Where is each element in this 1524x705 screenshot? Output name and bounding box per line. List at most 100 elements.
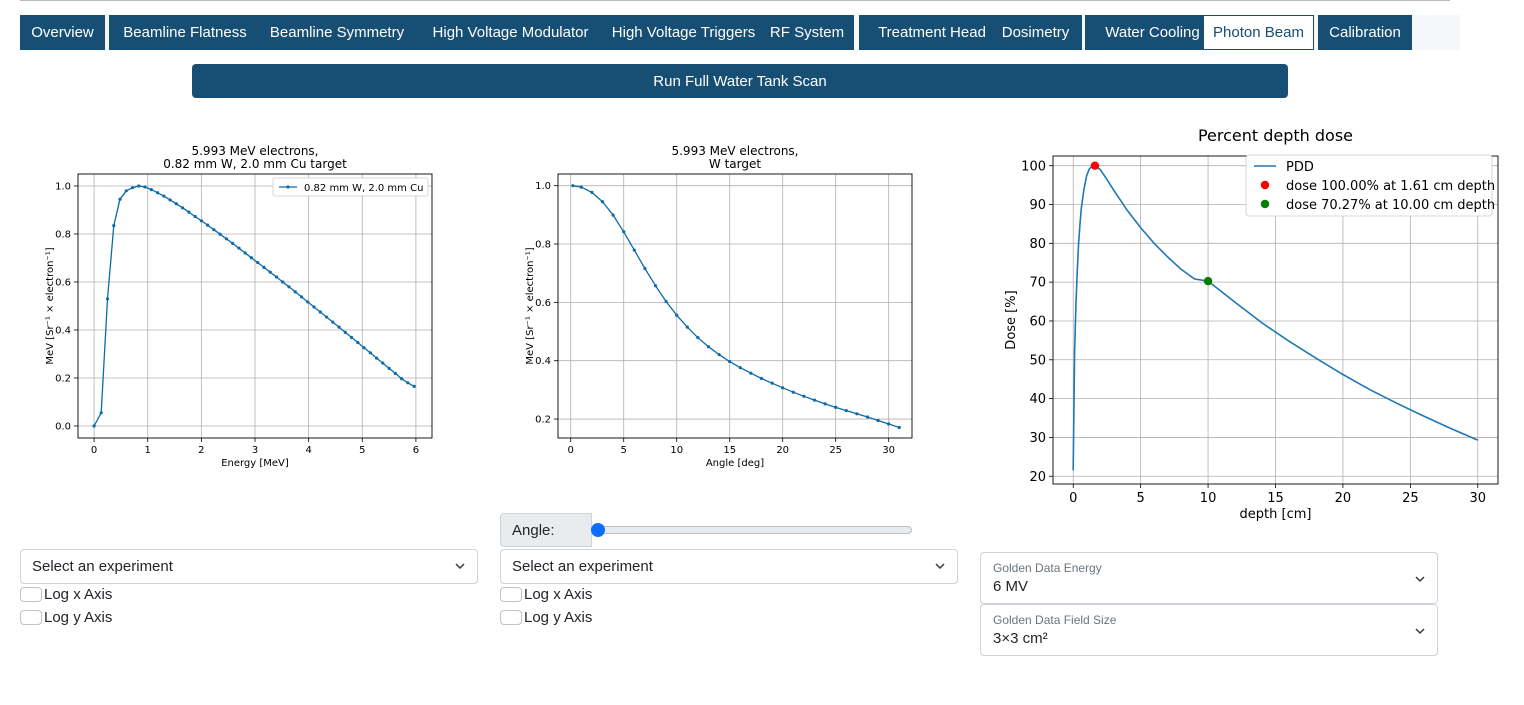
log-x-checkbox-middle[interactable] [500,587,522,602]
data-point [124,189,128,193]
data-point [759,376,764,381]
y-tick-label: 1.0 [55,182,71,193]
data-point [622,230,626,234]
data-point [802,394,806,398]
tab-bar: Overview Beamline Flatness Beamline Symm… [20,15,1460,50]
tab-photon-beam[interactable]: Photon Beam [1203,15,1314,50]
y-tick-label: 1.0 [535,181,551,192]
data-point [224,237,229,241]
golden-data-field-size-label: Golden Data Field Size [993,613,1117,627]
y-tick-label: 70 [1029,276,1046,291]
tab-high-voltage-modulator[interactable]: High Voltage Modulator [414,15,607,50]
data-point [92,424,96,428]
y-tick-label: 0.6 [55,278,71,289]
experiment-select-left[interactable]: Select an experiment [20,549,478,584]
log-x-label-left: Log x Axis [44,586,113,603]
y-axis-label: MeV [Sr⁻¹ × electron⁻¹] [525,247,536,364]
series-line [1072,164,1479,471]
x-tick-label: 5 [359,445,365,456]
data-point [105,297,110,301]
data-point [268,270,272,274]
angle-slider-thumb[interactable] [591,523,605,537]
tab-rf-system[interactable]: RF System [760,15,854,50]
tab-calibration[interactable]: Calibration [1318,15,1412,50]
y-tick-label: 0.2 [535,415,551,426]
energy-spectrum-chart: 5.993 MeV electrons,0.82 mm W, 2.0 mm Cu… [45,144,433,469]
y-axis-label: Dose [%] [1004,290,1019,349]
data-point [343,330,347,334]
data-point [406,381,410,385]
data-point [199,219,203,223]
data-point [287,285,291,289]
log-y-checkbox-left[interactable] [20,610,42,625]
data-point [231,241,235,245]
tab-beamline-symmetry[interactable]: Beamline Symmetry [254,15,420,50]
y-tick-label: 0.8 [55,230,71,241]
log-y-checkbox-middle[interactable] [500,610,522,625]
y-tick-label: 0.6 [535,298,551,309]
data-point [293,290,297,294]
golden-data-energy-select[interactable]: Golden Data Energy 6 MV [980,552,1438,604]
tab-high-voltage-triggers[interactable]: High Voltage Triggers [592,15,775,50]
data-point [664,299,668,304]
data-point [155,191,160,195]
y-tick-label: 90 [1029,198,1046,213]
tab-beamline-flatness[interactable]: Beamline Flatness [109,15,261,50]
data-point [168,198,172,202]
data-point [206,223,210,227]
data-point [728,359,732,364]
data-point [299,295,304,299]
legend-marker [286,185,290,189]
x-tick-label: 5 [621,445,627,456]
y-tick-label: 50 [1029,353,1046,368]
data-point [218,232,222,236]
data-point [834,405,838,409]
data-point [696,336,700,340]
run-water-tank-scan-button[interactable]: Run Full Water Tank Scan [192,64,1288,98]
data-point [374,356,379,360]
data-point [306,300,310,304]
tab-treatment-head[interactable]: Treatment Head [859,15,1005,50]
chart-title: 5.993 MeV electrons, [191,144,318,158]
data-point [243,251,247,255]
x-tick-label: 3 [252,445,258,456]
x-tick-label: 25 [1402,491,1419,506]
plot-frame [557,173,913,439]
log-x-checkbox-left[interactable] [20,587,42,602]
angle-label: Angle: [500,513,592,547]
data-point [823,402,827,406]
golden-data-field-size-value: 3×3 cm² [993,630,1048,647]
golden-data-field-size-select[interactable]: Golden Data Field Size 3×3 cm² [980,604,1438,656]
data-point [281,280,285,284]
x-tick-label: 15 [1267,491,1284,506]
x-tick-label: 15 [723,445,736,456]
tab-dosimetry[interactable]: Dosimetry [989,15,1082,50]
y-tick-label: 30 [1029,431,1046,446]
data-point [356,340,360,345]
x-tick-label: 20 [776,445,789,456]
data-point [337,325,341,329]
experiment-select-middle[interactable]: Select an experiment [500,549,958,584]
data-point [130,186,135,190]
chevron-down-icon [1415,576,1425,583]
x-axis-label: depth [cm] [1240,507,1312,522]
data-point [262,265,266,269]
data-point [611,213,615,217]
log-y-label-middle: Log y Axis [524,609,593,626]
data-point [180,206,185,210]
x-tick-label: 5 [1137,491,1145,506]
plot-frame [77,173,433,439]
tab-water-cooling[interactable]: Water Cooling [1085,15,1220,50]
data-point [324,315,329,319]
x-tick-label: 0 [91,445,97,456]
x-tick-label: 0 [568,445,574,456]
legend-marker [1260,180,1270,190]
data-point [193,214,197,219]
data-point [717,352,721,357]
angle-slider-track[interactable] [592,526,912,534]
x-tick-label: 6 [413,445,419,456]
marker-point [1090,161,1100,170]
tab-overview[interactable]: Overview [20,15,105,50]
data-point [770,381,774,385]
x-tick-label: 30 [882,445,895,456]
